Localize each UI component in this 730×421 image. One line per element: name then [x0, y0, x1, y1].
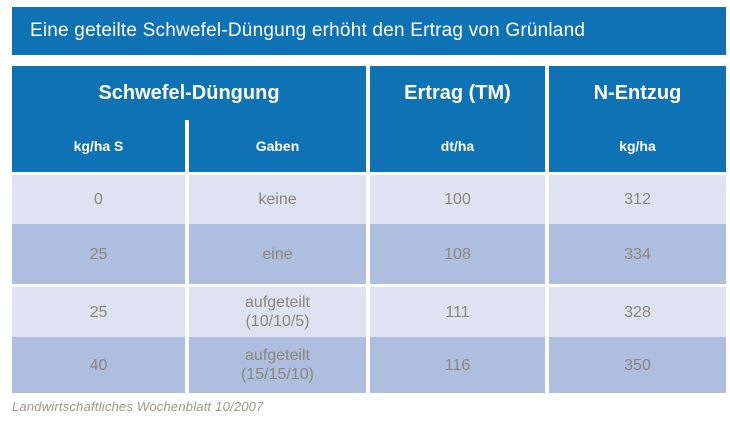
table-cell: keine	[189, 175, 366, 224]
header-group-n-entzug: N-Entzug	[549, 66, 726, 120]
table-cell: 25	[12, 224, 185, 284]
table-cell: 111	[370, 287, 545, 337]
table-cell: aufgeteilt (15/15/10)	[189, 337, 366, 393]
table-cell: 328	[549, 287, 726, 337]
table-cell: 25	[12, 287, 185, 337]
table-cell: 312	[549, 175, 726, 224]
header-group-ertrag-tm: Ertrag (TM)	[370, 66, 545, 120]
subheader-kg-ha-s: kg/ha S	[12, 120, 185, 172]
subheader-gaben: Gaben	[189, 120, 366, 172]
figure-title: Eine geteilte Schwefel-Düngung erhöht de…	[30, 20, 586, 41]
table-cell: 108	[370, 224, 545, 284]
subheader-dt-ha: dt/ha	[370, 120, 545, 172]
table-cell: 100	[370, 175, 545, 224]
table-cell: 334	[549, 224, 726, 284]
figure-title-bar: Eine geteilte Schwefel-Düngung erhöht de…	[12, 7, 726, 55]
data-table: Schwefel-Düngung Ertrag (TM) N-Entzug kg…	[12, 66, 726, 393]
table-body-block-1: 0 keine 100 312 25 eine 108 334	[12, 175, 726, 284]
table-header: Schwefel-Düngung Ertrag (TM) N-Entzug kg…	[12, 66, 726, 172]
table-body-block-2: 25 aufgeteilt (10/10/5) 111 328 40 aufge…	[12, 287, 726, 393]
table-cell: eine	[189, 224, 366, 284]
table-cell: 40	[12, 337, 185, 393]
header-group-schwefel-duengung: Schwefel-Düngung	[12, 66, 366, 120]
table-cell: 350	[549, 337, 726, 393]
table-cell: 0	[12, 175, 185, 224]
subheader-kg-ha: kg/ha	[549, 120, 726, 172]
source-caption: Landwirtschaftliches Wochenblatt 10/2007	[12, 399, 264, 414]
table-cell: aufgeteilt (10/10/5)	[189, 287, 366, 337]
table-cell: 116	[370, 337, 545, 393]
